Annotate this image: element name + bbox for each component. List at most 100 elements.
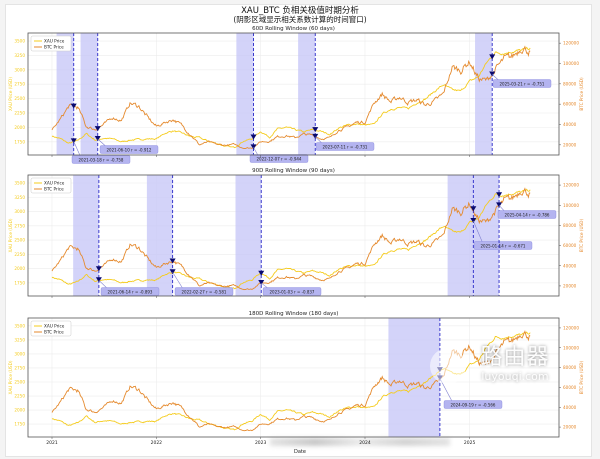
y-axis-label-left: XAU Price (USD) xyxy=(8,77,13,111)
annotation-label: 2021-06-14 r = -0.893 xyxy=(108,290,153,295)
y-tick-left: 3000 xyxy=(14,67,25,72)
annotation-label: 2025-03-21 r = -0.751 xyxy=(500,82,545,87)
y-tick-left: 3250 xyxy=(14,195,25,200)
legend-label: XAU Price xyxy=(44,181,65,186)
x-axis-label: Date xyxy=(294,449,306,455)
y-axis-label-right: BTC Price (USD) xyxy=(579,219,584,253)
annotation-label: 2021-03-18 r = -0.758 xyxy=(79,158,124,163)
y-tick-left: 3250 xyxy=(14,337,25,342)
panel-title: 60D Rolling Window (60 days) xyxy=(252,26,335,32)
y-axis-label-left: XAU Price (USD) xyxy=(8,218,13,252)
window-shade xyxy=(235,175,262,296)
event-marker xyxy=(489,71,496,77)
event-marker xyxy=(258,280,265,286)
figure-subtitle: (阴影区域显示相关系数计算的时间窗口) xyxy=(233,14,366,24)
y-tick-left: 2750 xyxy=(14,82,25,87)
plot-frame xyxy=(27,174,560,297)
event-marker xyxy=(94,136,101,142)
y-tick-left: 2250 xyxy=(14,110,25,115)
annotation-label: 2022-12-07 r = -0.944 xyxy=(257,157,302,162)
annotation-box xyxy=(100,287,160,296)
event-marker xyxy=(250,144,257,150)
y-tick-right: 120000 xyxy=(563,41,579,46)
x-tick-label: 2023 xyxy=(255,440,267,446)
event-marker xyxy=(70,138,77,144)
y-tick-right: 120000 xyxy=(563,325,579,330)
y-tick-right: 120000 xyxy=(563,183,579,188)
legend-label: XAU Price xyxy=(44,39,65,44)
y-tick-left: 3500 xyxy=(14,39,25,44)
y-tick-right: 60000 xyxy=(563,243,577,248)
y-tick-right: 100000 xyxy=(563,61,579,66)
legend-label: XAU Price xyxy=(44,324,65,329)
y-tick-left: 2250 xyxy=(14,252,25,257)
annotation-box xyxy=(99,145,159,154)
y-tick-right: 40000 xyxy=(563,122,577,127)
annotation-box xyxy=(473,241,533,250)
event-marker xyxy=(496,192,503,198)
window-shade xyxy=(473,175,500,296)
annotation-label: 2025-01-14 r = -0.671 xyxy=(481,244,526,249)
y-tick-right: 80000 xyxy=(563,81,577,86)
event-marker xyxy=(95,277,102,283)
watermark-url: luyouqi.com xyxy=(481,370,549,383)
y-tick-left: 3500 xyxy=(14,323,25,328)
y-tick-right: 40000 xyxy=(563,263,577,268)
y-tick-left: 2500 xyxy=(14,238,25,243)
annotation-label: 2025-04-14 r = -0.786 xyxy=(505,213,550,218)
panel-title: 180D Rolling Window (180 days) xyxy=(249,311,339,317)
btc-line xyxy=(51,45,531,150)
window-shade xyxy=(447,175,474,296)
y-tick-left: 1750 xyxy=(14,139,25,144)
y-tick-left: 3000 xyxy=(14,209,25,214)
event-marker xyxy=(250,134,257,140)
legend-label: BTC Price xyxy=(44,187,64,192)
event-marker xyxy=(169,258,176,264)
xau-line xyxy=(51,331,531,431)
annotation-box xyxy=(249,154,309,163)
window-shade xyxy=(146,175,173,296)
y-tick-left: 2250 xyxy=(14,394,25,399)
annotation-label: 2021-06-10 r = -0.912 xyxy=(107,148,152,153)
xau-line xyxy=(51,46,531,149)
annotation-box xyxy=(443,400,503,409)
y-tick-right: 20000 xyxy=(563,283,577,288)
event-marker xyxy=(258,270,265,276)
y-tick-right: 100000 xyxy=(563,203,579,208)
event-marker xyxy=(312,127,319,133)
panel-title: 90D Rolling Window (90 days) xyxy=(252,168,335,174)
y-tick-left: 1750 xyxy=(14,422,25,427)
event-marker xyxy=(470,206,477,212)
y-axis-label-right: BTC Price (USD) xyxy=(579,77,584,111)
pixelated-region xyxy=(270,438,450,446)
annotation-label: 2023-01-03 r = -0.837 xyxy=(270,290,315,295)
panel-90d: 90D Rolling Window (90 days) 2021-06-14 r… xyxy=(8,168,584,298)
x-tick-label: 2024 xyxy=(359,440,371,446)
window-shade xyxy=(236,33,254,155)
event-marker xyxy=(496,202,503,208)
y-tick-left: 2000 xyxy=(14,125,25,130)
annotation-label: 2024-09-19 r = -0.566 xyxy=(451,403,496,408)
y-tick-left: 3250 xyxy=(14,53,25,58)
y-tick-left: 3500 xyxy=(14,180,25,185)
event-marker xyxy=(312,133,319,139)
window-shade xyxy=(298,33,316,155)
y-tick-right: 60000 xyxy=(563,385,577,390)
y-tick-right: 80000 xyxy=(563,365,577,370)
btc-line xyxy=(51,187,531,291)
annotation-box xyxy=(497,210,557,219)
event-marker xyxy=(95,266,102,272)
panel-60d: 60D Rolling Window (60 days) 2021-03-18 r… xyxy=(8,26,584,164)
btc-line xyxy=(51,330,531,432)
y-tick-right: 20000 xyxy=(563,425,577,430)
x-tick-label: 2025 xyxy=(464,440,476,446)
y-tick-left: 2750 xyxy=(14,223,25,228)
annotation-box xyxy=(174,287,234,296)
plot-frame xyxy=(27,32,560,156)
y-tick-left: 2750 xyxy=(14,365,25,370)
x-tick-label: 2022 xyxy=(151,440,163,446)
y-tick-right: 80000 xyxy=(563,223,577,228)
y-tick-right: 20000 xyxy=(563,142,577,147)
y-tick-left: 2500 xyxy=(14,96,25,101)
